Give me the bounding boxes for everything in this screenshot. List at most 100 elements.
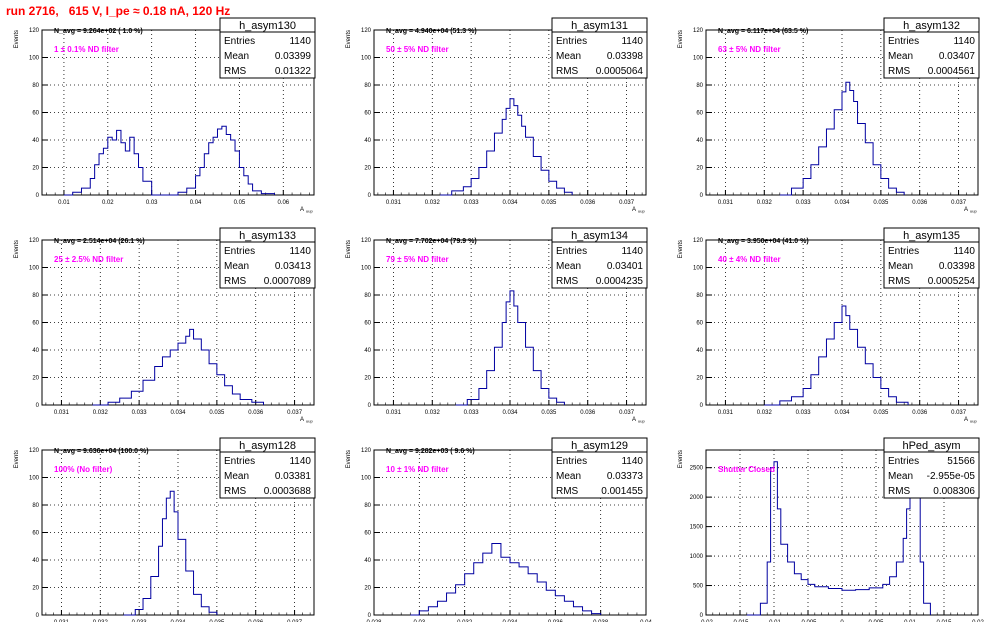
stats-value: 1140	[289, 246, 311, 257]
y-tick-label: 1000	[690, 554, 704, 560]
histogram-panel: 0.031 0.032 0.033 0.034 0.035 0.036 0.037 0 20 40…	[346, 17, 648, 214]
stats-label: RMS	[224, 486, 247, 497]
stats-label: Entries	[556, 246, 587, 257]
stats-label: Entries	[224, 456, 255, 467]
x-tick-label: 0.032	[425, 410, 441, 416]
navg-label: N_avg = 3.950e+04 (41.0 %)	[718, 238, 809, 245]
y-tick-label: 100	[29, 266, 40, 272]
stats-value: 0.0004561	[928, 66, 976, 77]
stats-value: 0.0005254	[928, 276, 976, 287]
stats-value: 0.008306	[933, 486, 975, 497]
filter-label: Shutter Closed	[718, 465, 775, 474]
y-tick-label: 60	[32, 531, 39, 537]
x-tick-label: 0.034	[502, 200, 518, 206]
stats-label: Entries	[224, 246, 255, 257]
histogram-series	[123, 490, 218, 616]
stats-label: Entries	[224, 36, 255, 47]
navg-label: N_avg = 7.702e+04 (79.9 %)	[386, 238, 477, 245]
stats-box	[219, 17, 316, 79]
x-tick-label: 0.036	[580, 410, 596, 416]
filter-label: 1 ± 0.1% ND filter	[54, 45, 119, 54]
y-tick-label: 0	[36, 193, 40, 199]
stats-value: 0.0007089	[264, 276, 312, 287]
x-tick-label: 0.035	[209, 620, 225, 622]
y-tick-label: 100	[361, 476, 372, 482]
y-tick-label: 40	[696, 348, 703, 354]
filter-label: 40 ± 4% ND filter	[718, 255, 781, 264]
x-tick-label: 0.036	[548, 620, 564, 622]
navg-label: N_avg = 9.264e+02 ( 1.0 %)	[54, 28, 143, 35]
y-tick-label: 20	[696, 376, 703, 382]
stats-value: 0.0003688	[264, 486, 312, 497]
y-tick-label: 0	[368, 613, 372, 619]
y-tick-label: 120	[29, 238, 40, 244]
y-axis-label: Events	[678, 450, 684, 468]
stats-box	[883, 227, 980, 289]
stats-value: -2.955e-05	[927, 471, 976, 482]
y-axis-label: Events	[14, 30, 20, 48]
stats-label: Mean	[224, 471, 249, 482]
navg-label: N_avg = 9.636e+04 (100.0 %)	[54, 448, 149, 455]
stats-label: Entries	[556, 36, 587, 47]
x-tick-label: 0.01	[904, 620, 916, 622]
stats-label: RMS	[224, 276, 247, 287]
x-tick-label: 0.015	[936, 620, 952, 622]
x-tick-label: 0.035	[541, 410, 557, 416]
stats-box	[551, 17, 648, 79]
y-tick-label: 20	[364, 586, 371, 592]
y-axis-label: Events	[346, 450, 352, 468]
y-tick-label: 1500	[690, 525, 704, 531]
y-tick-label: 0	[36, 403, 40, 409]
y-tick-label: 100	[361, 266, 372, 272]
stats-value: 1140	[621, 246, 643, 257]
y-tick-label: 0	[700, 403, 704, 409]
x-tick-label: 0.036	[912, 200, 928, 206]
stats-value: 0.01322	[275, 66, 312, 77]
stats-label: Mean	[888, 261, 913, 272]
stats-value: 1140	[953, 246, 975, 257]
x-tick-label: 0.038	[593, 620, 609, 622]
histogram-name: h_asym131	[571, 20, 628, 32]
y-axis-label: Events	[346, 30, 352, 48]
x-tick-label: 0.06	[277, 200, 289, 206]
stats-label: RMS	[888, 66, 911, 77]
stats-label: Mean	[556, 471, 581, 482]
y-tick-label: 80	[696, 83, 703, 89]
x-tick-label: 0.031	[54, 620, 70, 622]
stats-value: 51566	[947, 456, 975, 467]
stats-box	[883, 437, 980, 499]
y-tick-label: 20	[32, 586, 39, 592]
y-tick-label: 20	[364, 376, 371, 382]
x-tick-label: -0.02	[699, 620, 713, 622]
y-tick-label: 2500	[690, 466, 704, 472]
stats-label: Mean	[888, 471, 913, 482]
y-tick-label: 20	[364, 166, 371, 172]
y-tick-label: 60	[32, 111, 39, 117]
y-tick-label: 500	[693, 584, 704, 590]
histogram-name: h_asym129	[571, 440, 628, 452]
x-tick-label: 0.032	[93, 620, 109, 622]
x-tick-label: 0.032	[93, 410, 109, 416]
y-axis-label: Events	[14, 450, 20, 468]
x-tick-label: 0.037	[287, 620, 303, 622]
y-tick-label: 60	[364, 321, 371, 327]
histogram-panel: 0.031 0.032 0.033 0.034 0.035 0.036 0.037 0 20 40…	[14, 227, 316, 424]
y-tick-label: 120	[29, 448, 40, 454]
y-tick-label: 80	[364, 83, 371, 89]
x-tick-label: 0.04	[190, 200, 202, 206]
y-tick-label: 100	[693, 266, 704, 272]
x-tick-label: 0.031	[386, 410, 402, 416]
x-tick-label: 0.036	[912, 410, 928, 416]
histogram-name: hPed_asym	[902, 440, 960, 452]
y-tick-label: 80	[364, 293, 371, 299]
histogram-panel: 0.031 0.032 0.033 0.034 0.035 0.036 0.037 0 20 40…	[678, 17, 980, 214]
x-tick-label: 0.031	[386, 200, 402, 206]
x-tick-label: 0.032	[757, 410, 773, 416]
stats-value: 0.03413	[275, 261, 312, 272]
y-tick-label: 40	[32, 558, 39, 564]
